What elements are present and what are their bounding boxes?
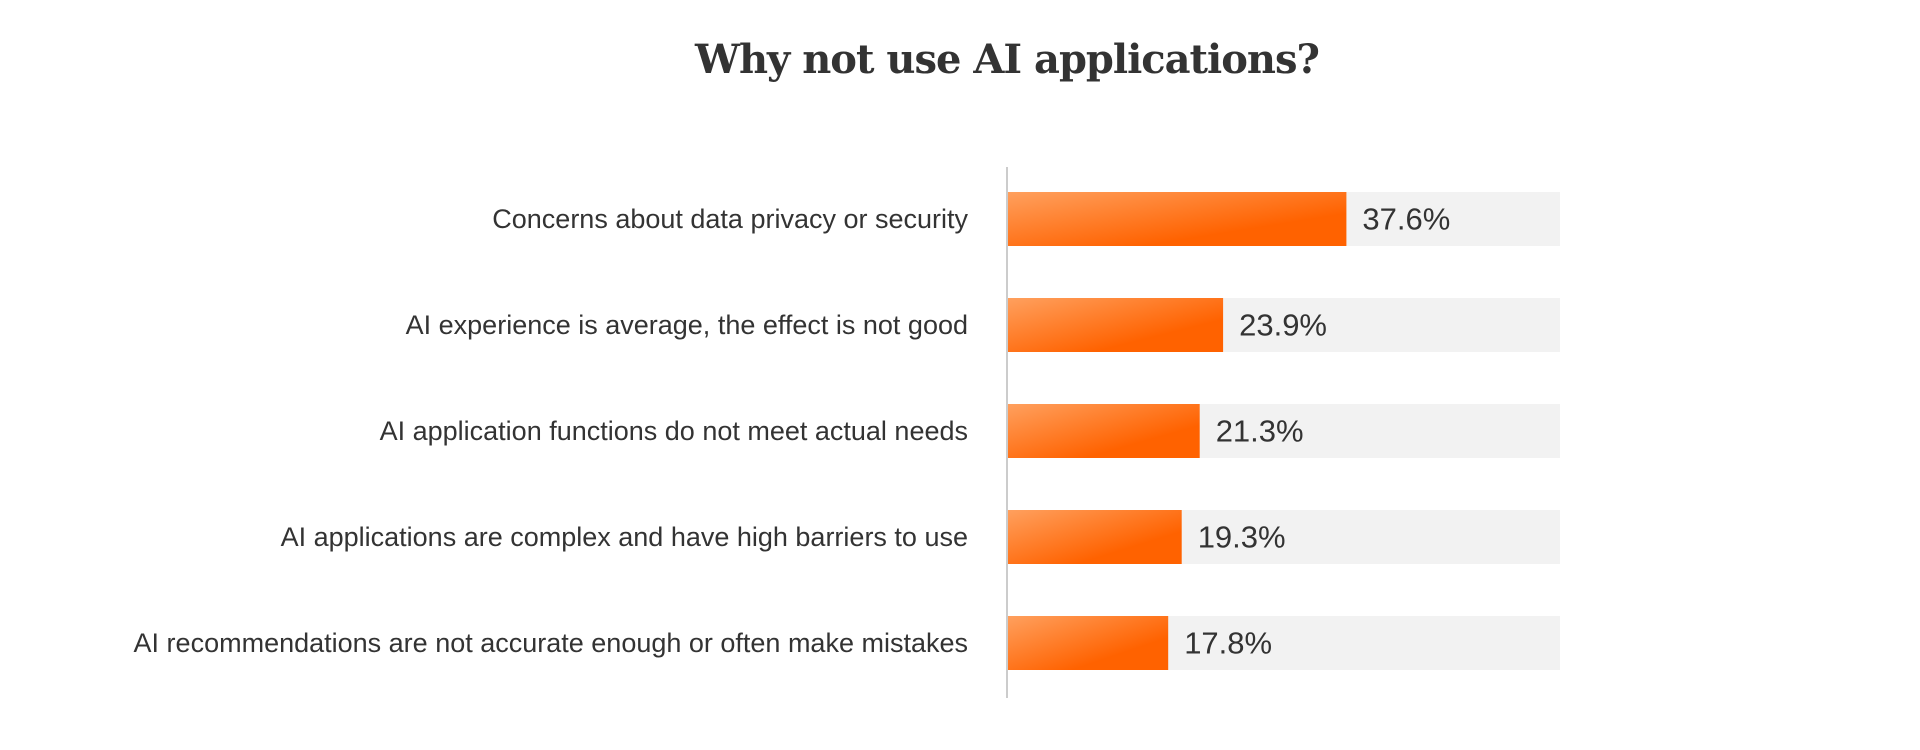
category-label: Concerns about data privacy or security	[492, 204, 968, 234]
category-label: AI application functions do not meet act…	[380, 416, 968, 446]
value-label: 23.9%	[1239, 308, 1327, 343]
value-label: 21.3%	[1216, 414, 1304, 449]
value-label: 37.6%	[1362, 202, 1450, 237]
value-label: 19.3%	[1198, 520, 1286, 555]
bar	[1008, 510, 1182, 564]
category-label: AI recommendations are not accurate enou…	[134, 628, 968, 658]
value-label: 17.8%	[1184, 626, 1272, 661]
bar	[1008, 404, 1200, 458]
chart-title: Why not use AI applications?	[695, 36, 1320, 83]
category-label: AI applications are complex and have hig…	[281, 522, 968, 552]
bar	[1008, 298, 1224, 352]
category-label: AI experience is average, the effect is …	[406, 310, 968, 340]
bar	[1008, 616, 1169, 670]
bar	[1008, 192, 1347, 246]
